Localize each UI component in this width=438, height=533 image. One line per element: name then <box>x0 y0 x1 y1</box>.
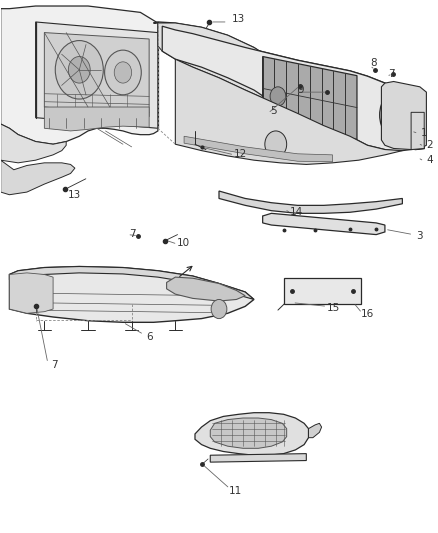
Text: 15: 15 <box>327 303 340 313</box>
Polygon shape <box>219 191 403 213</box>
Polygon shape <box>263 56 357 140</box>
Polygon shape <box>35 22 158 128</box>
Polygon shape <box>411 112 424 150</box>
Polygon shape <box>381 82 426 150</box>
Polygon shape <box>162 26 424 151</box>
Text: 2: 2 <box>426 140 433 150</box>
Text: 16: 16 <box>361 309 374 319</box>
Circle shape <box>389 99 416 131</box>
Polygon shape <box>308 423 321 438</box>
Polygon shape <box>158 23 385 150</box>
Text: 9: 9 <box>298 85 304 95</box>
Polygon shape <box>10 266 254 322</box>
Polygon shape <box>1 160 75 195</box>
Circle shape <box>265 131 287 158</box>
Text: 7: 7 <box>388 69 395 79</box>
Polygon shape <box>166 277 245 301</box>
Polygon shape <box>175 59 403 165</box>
Bar <box>285 278 361 304</box>
Polygon shape <box>184 136 332 162</box>
Text: 10: 10 <box>177 238 190 247</box>
Text: 13: 13 <box>232 14 245 25</box>
Polygon shape <box>210 454 306 462</box>
Text: 1: 1 <box>421 127 427 138</box>
Polygon shape <box>210 418 287 448</box>
Circle shape <box>270 87 286 106</box>
Polygon shape <box>44 33 149 117</box>
Polygon shape <box>44 107 149 131</box>
Polygon shape <box>10 273 53 313</box>
Circle shape <box>397 109 408 122</box>
Circle shape <box>68 56 90 83</box>
Text: 3: 3 <box>417 231 423 241</box>
Text: 4: 4 <box>426 155 433 165</box>
Polygon shape <box>153 22 424 150</box>
Circle shape <box>105 50 141 95</box>
Text: 12: 12 <box>233 149 247 159</box>
Text: 13: 13 <box>67 190 81 200</box>
Text: 6: 6 <box>147 332 153 342</box>
Polygon shape <box>10 266 254 300</box>
Text: 11: 11 <box>229 486 242 496</box>
Polygon shape <box>1 124 66 163</box>
Polygon shape <box>263 213 385 235</box>
Polygon shape <box>1 6 158 144</box>
Text: 7: 7 <box>51 360 57 370</box>
Circle shape <box>114 62 132 83</box>
Text: 5: 5 <box>270 106 277 116</box>
Circle shape <box>380 87 425 143</box>
Polygon shape <box>195 413 308 455</box>
Circle shape <box>55 41 103 99</box>
Text: 14: 14 <box>290 207 304 217</box>
Circle shape <box>211 300 227 319</box>
Text: 8: 8 <box>371 59 377 68</box>
Text: 7: 7 <box>129 229 136 239</box>
